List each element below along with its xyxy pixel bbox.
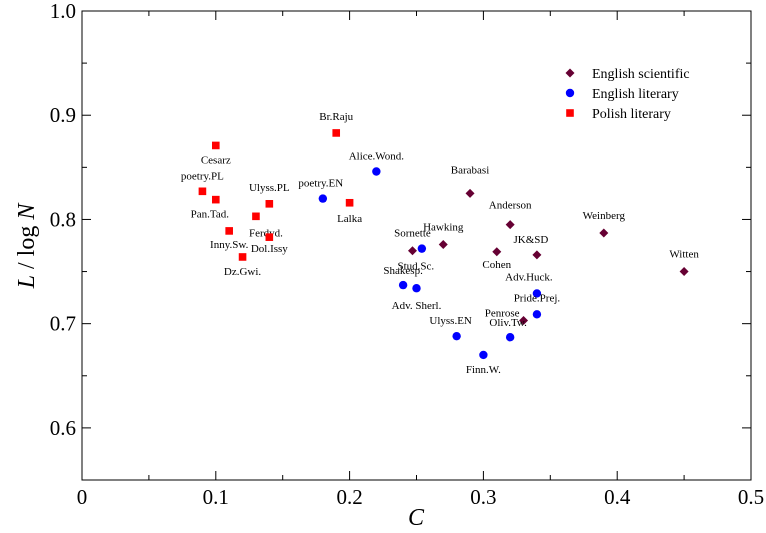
data-point xyxy=(505,220,515,230)
point-label: Weinberg xyxy=(583,210,626,222)
data-point xyxy=(465,188,475,198)
data-point xyxy=(505,333,515,342)
point-label: Ulyss.EN xyxy=(429,315,472,327)
point-label: Stud.Sc. xyxy=(398,261,435,273)
data-point xyxy=(438,239,448,249)
point-label: Br.Raju xyxy=(319,111,353,123)
point-label: Ulyss.PL xyxy=(249,182,290,194)
data-point xyxy=(407,246,417,256)
point-label: Alice.Wond. xyxy=(349,151,405,163)
data-point xyxy=(398,280,408,290)
point-label: Penrose xyxy=(485,308,520,320)
y-tick-label: 0.8 xyxy=(50,207,76,231)
x-tick-label: 0.3 xyxy=(470,485,496,509)
point-label: Cohen xyxy=(482,259,511,271)
legend-label: Polish literary xyxy=(592,107,671,122)
point-label: poetry.PL xyxy=(181,170,224,182)
legend-marker xyxy=(565,68,575,78)
data-point xyxy=(492,247,502,257)
data-point xyxy=(198,187,207,196)
x-tick-label: 0.1 xyxy=(203,485,229,509)
y-tick-label: 1.0 xyxy=(50,0,76,23)
legend-label: English literary xyxy=(592,87,679,102)
data-point xyxy=(532,310,542,319)
x-tick-label: 0.4 xyxy=(604,485,631,509)
point-label: Shakesp. xyxy=(383,265,423,277)
data-point xyxy=(265,233,274,241)
legend: English scientific English literary Polish… xyxy=(565,67,690,122)
point-label: Pan.Tad. xyxy=(191,209,230,221)
data-point xyxy=(318,194,328,203)
x-tick-label: 0 xyxy=(77,485,88,509)
y-axis-label: L / log N xyxy=(14,202,40,290)
point-label: Dol.Issy xyxy=(251,243,288,255)
data-point xyxy=(212,195,220,204)
point-label: Adv.Huck. xyxy=(505,271,553,283)
x-tick-label: 0.5 xyxy=(738,485,764,509)
point-label: Anderson xyxy=(489,200,532,212)
point-label: Lalka xyxy=(337,213,362,225)
point-label: Oliv.Tw. xyxy=(489,317,527,329)
y-axis-ticks: 0.6 0.7 0.8 0.9 1.0 xyxy=(50,0,751,481)
y-tick-label: 0.6 xyxy=(50,416,76,440)
y-tick-label: 0.9 xyxy=(50,103,76,127)
point-label: Hawking xyxy=(423,221,464,233)
data-point xyxy=(679,267,689,277)
data-point xyxy=(212,141,220,150)
point-label: poetry.EN xyxy=(298,178,343,190)
point-label: Adv. Sherl. xyxy=(392,300,442,312)
data-point xyxy=(479,350,488,360)
data-point xyxy=(252,212,260,221)
point-label: Finn.W. xyxy=(466,364,501,376)
point-label: Sornette xyxy=(394,228,431,240)
data-point xyxy=(532,250,542,260)
point-label: Witten xyxy=(669,249,699,261)
data-point xyxy=(332,129,341,137)
point-label: Inny.Sw. xyxy=(210,239,249,251)
point-label: Barabasi xyxy=(451,164,489,176)
point-label: Cesarz xyxy=(201,154,231,166)
data-point xyxy=(225,227,233,235)
x-tick-label: 0.2 xyxy=(336,485,362,509)
point-label: Pride.Prej. xyxy=(514,292,561,304)
data-point xyxy=(412,284,421,293)
data-point xyxy=(519,316,529,326)
data-point xyxy=(345,198,354,207)
data-point xyxy=(599,228,609,238)
point-label: JK&SD xyxy=(513,234,548,246)
x-axis-label: C xyxy=(408,505,425,531)
y-tick-label: 0.7 xyxy=(50,312,76,336)
data-point xyxy=(532,289,542,298)
point-label: Dz.Gwi. xyxy=(224,266,262,278)
legend-label: English scientific xyxy=(592,67,690,82)
data-point xyxy=(238,253,247,261)
data-point xyxy=(417,244,427,253)
point-label: Ferdyd. xyxy=(249,227,283,239)
data-point xyxy=(372,167,381,176)
legend-marker xyxy=(565,88,575,98)
data-point xyxy=(265,200,274,208)
x-axis-ticks: 0 0.1 0.2 0.3 0.4 0.5 xyxy=(77,11,764,509)
data-point xyxy=(452,331,461,341)
legend-marker xyxy=(566,109,574,117)
